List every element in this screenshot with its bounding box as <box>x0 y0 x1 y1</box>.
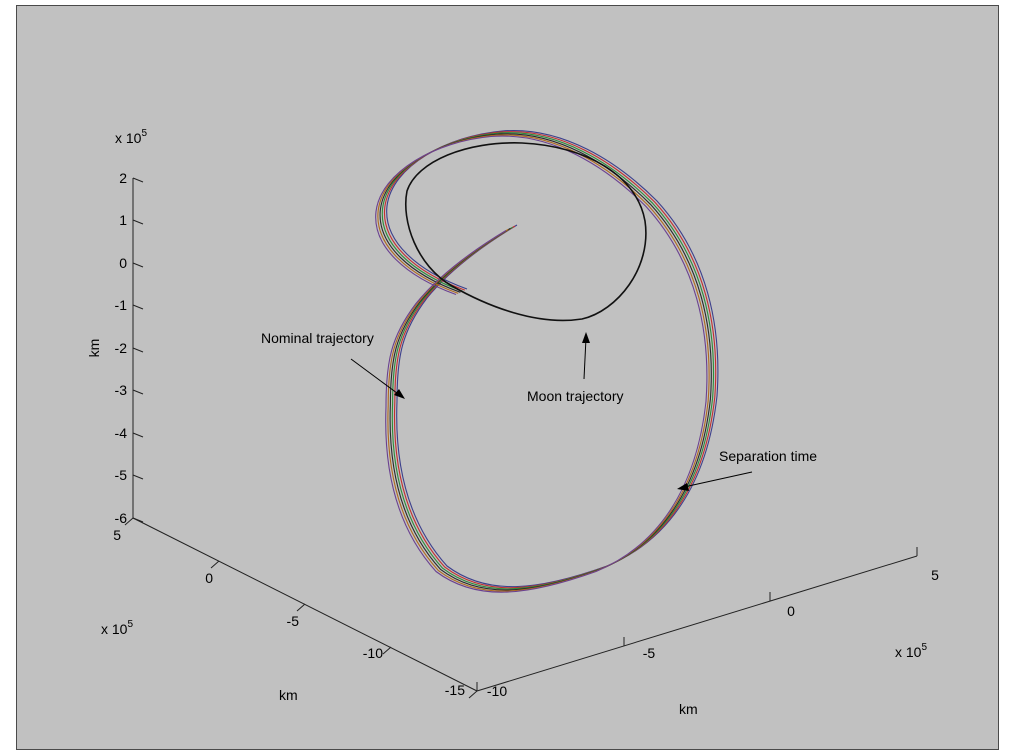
y-axis-label: km <box>279 687 298 703</box>
y-tick-mark <box>210 560 220 569</box>
x-exponent-label: x 105 <box>895 642 927 660</box>
axes <box>132 178 918 692</box>
z-tick-mark <box>132 389 144 395</box>
z-exponent-label: x 105 <box>115 128 147 146</box>
z-tick-mark <box>132 219 144 225</box>
y-tick-mark <box>382 646 392 655</box>
x-tick-label: 5 <box>931 567 939 583</box>
y-tick-label: 5 <box>113 527 121 543</box>
y-tick-label: -10 <box>363 645 383 661</box>
z-tick-label: -1 <box>115 297 128 313</box>
z-tick-label: -3 <box>115 382 128 398</box>
arrow-moon <box>583 337 587 380</box>
z-tick-mark <box>132 177 144 183</box>
z-tick-mark <box>132 347 144 353</box>
y-tick-label: -15 <box>445 682 465 698</box>
z-tick-label: 1 <box>119 212 127 228</box>
x-ticks: -10 -5 0 5 <box>476 547 939 699</box>
annotation-separation: Separation time <box>719 448 817 464</box>
z-tick-label: -4 <box>115 425 128 441</box>
z-ticks: 2 1 0 -1 -2 -3 -4 -5 -6 <box>115 170 144 526</box>
y-tick-mark <box>296 603 306 612</box>
z-tick-label: -6 <box>115 510 128 526</box>
y-tick-label: 0 <box>205 570 213 586</box>
y-tick-mark <box>124 517 134 526</box>
z-tick-label: -2 <box>115 340 128 356</box>
z-axis-label: km <box>86 339 102 358</box>
z-tick-mark <box>132 262 144 268</box>
x-axis-line <box>476 555 918 692</box>
z-tick-mark <box>132 517 144 523</box>
x-tick-label: 0 <box>787 603 795 619</box>
arrowhead-nominal <box>394 389 405 399</box>
y-exponent-label: x 105 <box>101 619 133 637</box>
y-ticks: 5 0 -5 -10 -15 <box>113 517 478 699</box>
figure-frame: 2 1 0 -1 -2 -3 -4 -5 -6 x 105 km 5 0 -5 … <box>16 5 999 750</box>
z-tick-label: 0 <box>119 255 127 271</box>
z-tick-label: 2 <box>119 170 127 186</box>
arrow-nominal <box>350 358 402 397</box>
z-tick-mark <box>132 474 144 480</box>
x-axis-label: km <box>679 701 698 717</box>
arrowhead-separation <box>677 483 689 491</box>
arrowhead-moon <box>582 332 590 343</box>
z-tick-label: -5 <box>115 467 128 483</box>
z-tick-mark <box>132 304 144 310</box>
y-tick-label: -5 <box>287 613 300 629</box>
x-tick-label: -5 <box>643 645 656 661</box>
annotation-moon: Moon trajectory <box>527 388 623 404</box>
arrow-separation <box>683 471 753 488</box>
chart-3d-trajectory: 2 1 0 -1 -2 -3 -4 -5 -6 x 105 km 5 0 -5 … <box>86 128 939 717</box>
trajectory-series <box>375 129 719 593</box>
z-tick-mark <box>132 432 144 438</box>
x-tick-label: -10 <box>487 683 507 699</box>
annotations: Nominal trajectory Moon trajectory Separ… <box>261 330 817 491</box>
annotation-nominal: Nominal trajectory <box>261 330 374 346</box>
moon-trajectory-line <box>405 142 647 322</box>
y-tick-mark <box>468 690 478 699</box>
